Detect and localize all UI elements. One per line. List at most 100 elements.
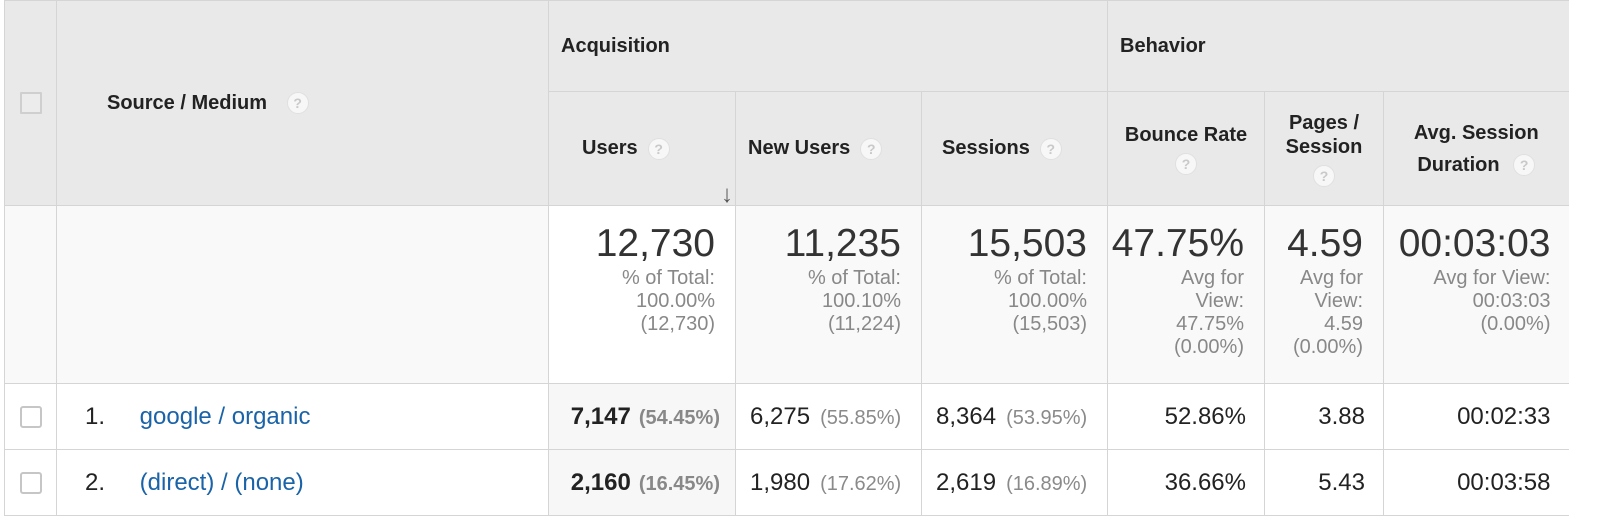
source-cell: 2. (direct) / (none) — [56, 449, 549, 516]
sessions-cell: 8,364 (53.95%) — [921, 383, 1108, 450]
totals-row: 12,730 % of Total: 100.00% (12,730) 11,2… — [4, 205, 1569, 384]
total-users-percent: 100.00% — [636, 290, 715, 312]
row-index: 2. — [85, 468, 106, 496]
totals-checkbox-cell — [4, 205, 57, 384]
new-users-percent: (17.62%) — [820, 472, 902, 495]
total-bounce-rate-avg: 47.75% — [1176, 313, 1244, 335]
total-pages-session-caption2: View: — [1314, 290, 1363, 312]
total-sessions-abs: (15,503) — [1012, 313, 1088, 335]
users-header-label: Users — [582, 137, 638, 159]
sessions-column-header[interactable]: Sessions ? — [921, 91, 1108, 206]
total-users-value: 12,730 — [595, 222, 715, 265]
source-cell: 1. google / organic — [56, 383, 549, 450]
total-users-cell: 12,730 % of Total: 100.00% (12,730) — [548, 205, 736, 384]
help-icon[interactable]: ? — [1513, 154, 1536, 177]
row-checkbox[interactable] — [19, 406, 42, 429]
help-icon[interactable]: ? — [860, 137, 883, 160]
totals-label-cell — [56, 205, 549, 384]
users-cell: 2,160 (16.45%) — [548, 449, 736, 516]
total-sessions-caption: % of Total: — [993, 267, 1087, 289]
total-users-abs: (12,730) — [640, 313, 716, 335]
total-avg-duration-caption: Avg for View: — [1433, 267, 1551, 289]
help-icon[interactable]: ? — [647, 137, 670, 160]
sessions-percent: (16.89%) — [1006, 472, 1088, 495]
new-users-cell: 6,275 (55.85%) — [735, 383, 922, 450]
total-avg-duration-diff: (0.00%) — [1480, 313, 1551, 335]
avg-duration-header-line2-wrap: Duration ? — [1385, 149, 1569, 181]
help-icon[interactable]: ? — [1039, 137, 1062, 160]
users-percent: (54.45%) — [638, 406, 720, 429]
users-column-header[interactable]: Users ? ↓ — [548, 91, 736, 206]
total-new-users-abs: (11,224) — [827, 313, 901, 335]
new-users-cell: 1,980 (17.62%) — [735, 449, 922, 516]
total-new-users-value: 11,235 — [784, 222, 901, 265]
total-bounce-rate-diff: (0.00%) — [1173, 336, 1244, 358]
pages-session-header-line2: Session — [1285, 135, 1363, 158]
sessions-percent: (53.95%) — [1006, 406, 1088, 429]
total-avg-duration-avg: 00:03:03 — [1472, 290, 1551, 312]
table-row: 1. google / organic 7,147 (54.45%) 6,275 (… — [4, 383, 1569, 450]
row-checkbox[interactable] — [19, 472, 42, 495]
users-value: 2,160 — [570, 468, 631, 496]
total-bounce-rate-value: 47.75% — [1111, 222, 1244, 265]
source-medium-link[interactable]: google / organic — [139, 402, 311, 430]
bounce-rate-cell: 52.86% — [1107, 383, 1265, 450]
pages-session-column-header[interactable]: Pages / Session ? — [1264, 91, 1384, 206]
new-users-value: 6,275 — [750, 402, 811, 430]
row-checkbox-cell — [4, 449, 57, 516]
sessions-cell: 2,619 (16.89%) — [921, 449, 1108, 516]
pages-session-cell: 3.88 — [1264, 383, 1384, 450]
avg-duration-cell: 00:03:58 — [1383, 449, 1569, 516]
total-pages-session-diff: (0.00%) — [1292, 336, 1363, 358]
total-avg-duration-value: 00:03:03 — [1398, 222, 1551, 265]
help-icon[interactable]: ? — [286, 92, 309, 115]
acquisition-group-header: Acquisition — [548, 0, 1108, 92]
avg-duration-cell: 00:02:33 — [1383, 383, 1569, 450]
bounce-rate-cell: 36.66% — [1107, 449, 1265, 516]
bounce-rate-header-label: Bounce Rate — [1124, 123, 1248, 146]
behavior-group-header: Behavior — [1107, 0, 1569, 92]
sessions-value: 2,619 — [936, 468, 997, 496]
total-sessions-value: 15,503 — [967, 222, 1087, 265]
select-all-checkbox[interactable] — [19, 92, 42, 115]
select-all-cell — [4, 0, 57, 206]
pages-session-header-line1: Pages / — [1288, 111, 1360, 134]
total-pages-session-avg: 4.59 — [1324, 313, 1363, 335]
avg-duration-header-line1: Avg. Session — [1413, 121, 1539, 144]
users-cell: 7,147 (54.45%) — [548, 383, 736, 450]
total-new-users-caption: % of Total: — [807, 267, 901, 289]
new-users-column-header[interactable]: New Users ? — [735, 91, 922, 206]
sort-descending-icon[interactable]: ↓ — [721, 181, 733, 206]
avg-session-duration-column-header[interactable]: Avg. Session Duration ? — [1383, 91, 1569, 206]
total-sessions-cell: 15,503 % of Total: 100.00% (15,503) — [921, 205, 1108, 384]
total-pages-session-caption: Avg for — [1300, 267, 1363, 289]
source-medium-header[interactable]: Source / Medium ? — [56, 0, 549, 206]
help-icon[interactable]: ? — [1313, 164, 1335, 187]
source-medium-link[interactable]: (direct) / (none) — [139, 468, 304, 496]
report-table: Source / Medium ? Acquisition Behavior U… — [4, 0, 1569, 516]
help-icon[interactable]: ? — [1175, 152, 1197, 175]
table-row: 2. (direct) / (none) 2,160 (16.45%) 1,980… — [4, 449, 1569, 516]
bounce-rate-column-header[interactable]: Bounce Rate ? — [1107, 91, 1265, 206]
new-users-percent: (55.85%) — [820, 406, 902, 429]
total-bounce-rate-caption: Avg for — [1181, 267, 1244, 289]
pages-session-cell: 5.43 — [1264, 449, 1384, 516]
total-bounce-rate-cell: 47.75% Avg for View: 47.75% (0.00%) — [1107, 205, 1265, 384]
total-sessions-percent: 100.00% — [1008, 290, 1087, 312]
users-percent: (16.45%) — [638, 472, 720, 495]
total-avg-duration-cell: 00:03:03 Avg for View: 00:03:03 (0.00%) — [1383, 205, 1569, 384]
sessions-value: 8,364 — [936, 402, 997, 430]
total-new-users-cell: 11,235 % of Total: 100.10% (11,224) — [735, 205, 922, 384]
source-medium-label: Source / Medium — [107, 91, 268, 114]
total-users-caption: % of Total: — [621, 267, 715, 289]
total-bounce-rate-caption2: View: — [1195, 290, 1244, 312]
users-value: 7,147 — [570, 402, 631, 430]
total-new-users-percent: 100.10% — [822, 290, 901, 312]
row-checkbox-cell — [4, 383, 57, 450]
new-users-header-label: New Users — [748, 137, 851, 159]
total-pages-session-cell: 4.59 Avg for View: 4.59 (0.00%) — [1264, 205, 1384, 384]
new-users-value: 1,980 — [750, 468, 811, 496]
avg-duration-header-line2: Duration — [1417, 153, 1500, 176]
row-index: 1. — [85, 402, 106, 430]
